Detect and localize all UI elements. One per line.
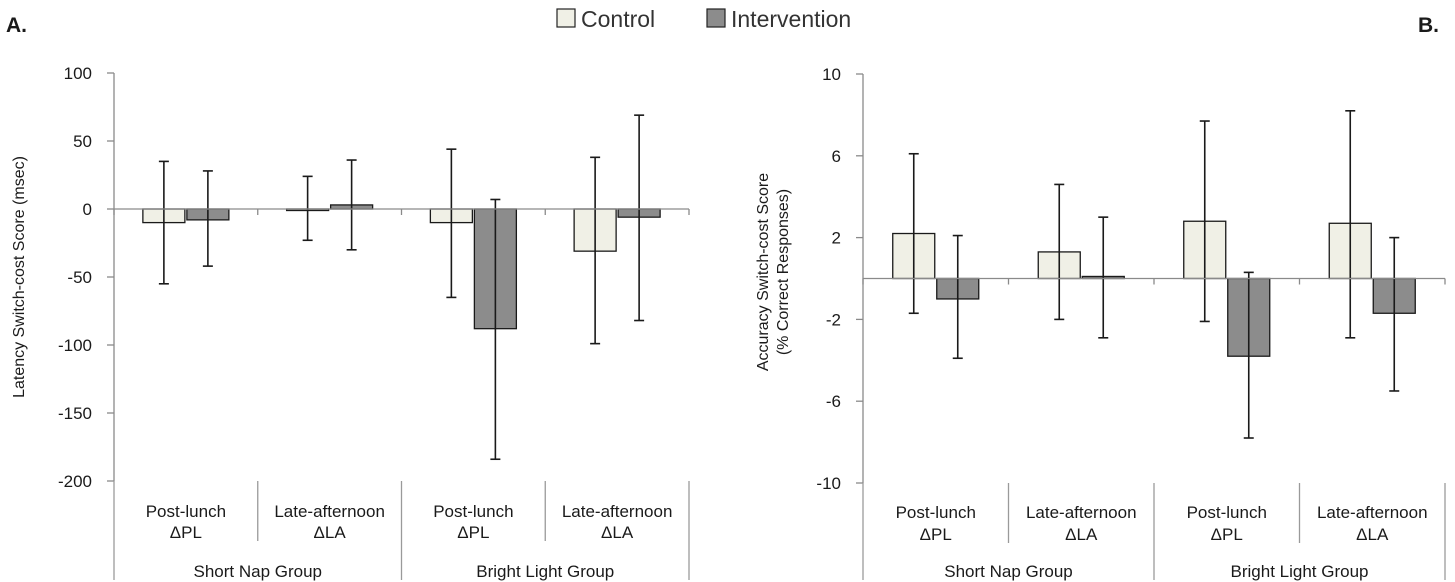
y-tick-label: 2 (832, 229, 841, 248)
panel-label-a: A. (6, 14, 27, 37)
category-sublabel: ΔPL (170, 523, 202, 542)
category-sublabel: ΔLA (601, 523, 634, 542)
category-label: Post-lunch (146, 502, 226, 521)
category-sublabel: ΔLA (1356, 525, 1389, 544)
legend-intervention-swatch (706, 8, 726, 28)
group-label: Bright Light Group (1231, 562, 1369, 581)
category-label: Post-lunch (433, 502, 513, 521)
panel-label-b: B. (1418, 14, 1439, 37)
chart-accuracy: 10 6 2 -2 -6 -10 Accuracy Switch-cost Score (% … (755, 65, 1446, 581)
y-axis-label: Latency Switch-cost Score (msec) (11, 156, 28, 398)
category-sublabel: ΔPL (457, 523, 489, 542)
y-tick-label: 50 (73, 132, 92, 151)
legend-control-label: Control (581, 6, 655, 32)
category-sublabel: ΔPL (920, 525, 952, 544)
legend-control-swatch (556, 8, 576, 28)
category-label: Late-afternoon (1026, 503, 1137, 522)
y-tick-label: 6 (832, 147, 841, 166)
y-axis-label-units: (% Correct Responses) (775, 189, 792, 355)
category-label: Late-afternoon (1317, 503, 1428, 522)
y-tick-label: -150 (58, 404, 92, 423)
y-tick-label: 0 (83, 200, 92, 219)
y-tick-label: 100 (64, 64, 92, 83)
y-tick-label: -6 (826, 392, 841, 411)
category-label: Post-lunch (896, 503, 976, 522)
category-sublabel: ΔLA (314, 523, 347, 542)
y-tick-label: -50 (67, 268, 92, 287)
y-tick-label: -100 (58, 336, 92, 355)
y-axis-label: Accuracy Switch-cost Score (755, 173, 772, 371)
category-label: Post-lunch (1187, 503, 1267, 522)
group-label: Short Nap Group (193, 562, 322, 581)
category-label: Late-afternoon (562, 502, 673, 521)
category-sublabel: ΔLA (1065, 525, 1098, 544)
y-tick-label: -2 (826, 310, 841, 329)
y-tick-label: -200 (58, 472, 92, 491)
group-label: Bright Light Group (476, 562, 614, 581)
category-sublabel: ΔPL (1211, 525, 1243, 544)
category-label: Late-afternoon (274, 502, 385, 521)
chart-latency: 100 50 0 -50 -100 -150 -200 Latency Switch-cost… (11, 64, 690, 581)
legend-intervention-label: Intervention (731, 6, 851, 32)
y-tick-label: -10 (816, 474, 841, 493)
legend: Control Intervention (556, 6, 851, 32)
y-tick-label: 10 (822, 65, 841, 84)
group-label: Short Nap Group (944, 562, 1073, 581)
